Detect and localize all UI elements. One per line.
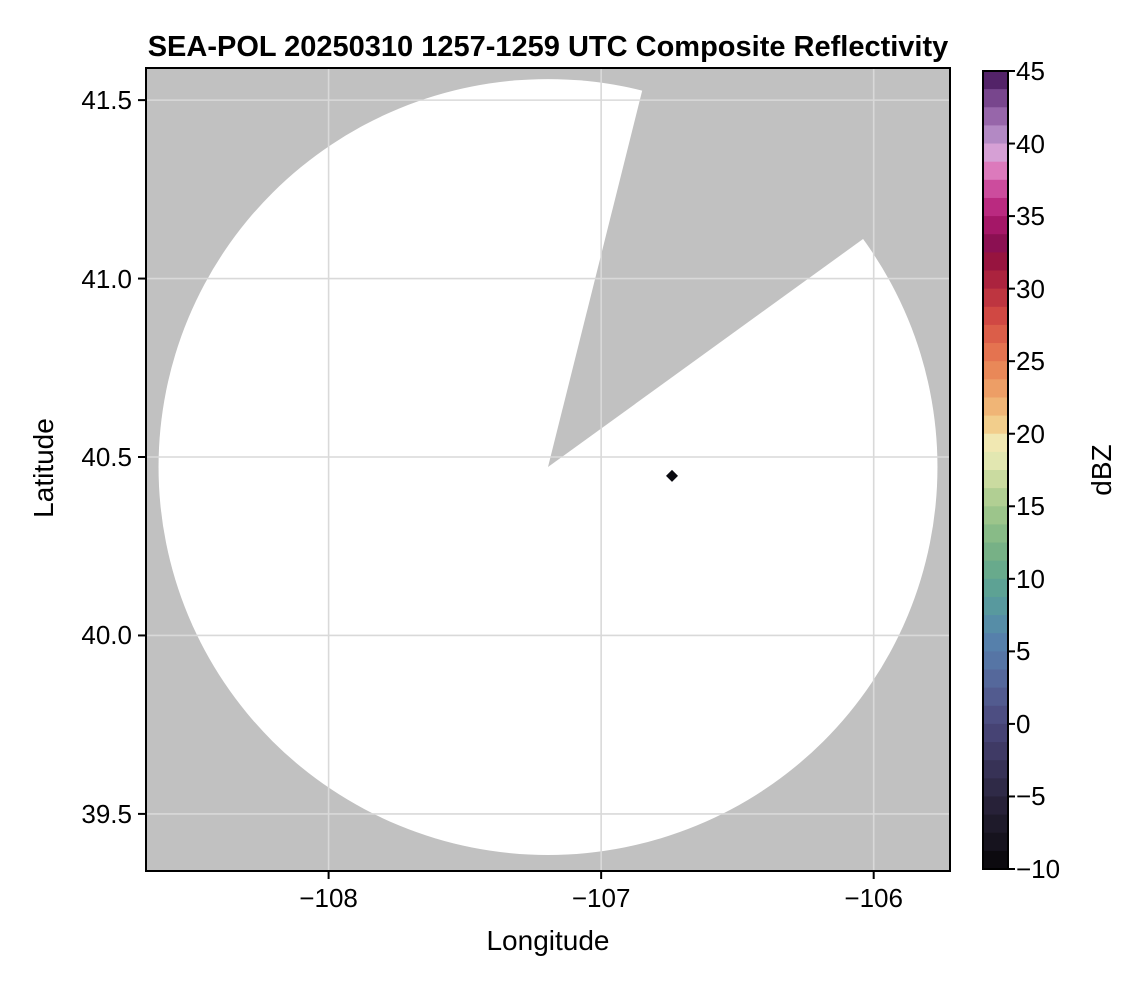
colorbar-tick-label: 30 <box>1016 273 1045 304</box>
colorbar <box>982 70 1015 870</box>
y-tick-label: 40.0 <box>81 620 132 651</box>
colorbar-tick-label: 40 <box>1016 128 1045 159</box>
colorbar-tick-label: 5 <box>1016 636 1031 667</box>
chart-title: SEA-POL 20250310 1257-1259 UTC Composite… <box>147 31 949 63</box>
axes-frame <box>145 67 951 872</box>
axis-ticks <box>138 99 875 879</box>
x-tick-label: −108 <box>299 883 358 913</box>
colorbar-tick-label: −5 <box>1016 781 1046 812</box>
echo-marker <box>666 469 679 482</box>
colorbar-tick-label: 10 <box>1016 563 1045 594</box>
plot-area <box>146 68 950 871</box>
y-tick-label: 39.5 <box>81 798 132 829</box>
colorbar-frame <box>982 70 1009 870</box>
y-tick-label: 41.5 <box>81 85 132 116</box>
colorbar-tick-label: 35 <box>1016 201 1045 232</box>
colorbar-tick-label: 45 <box>1016 56 1045 86</box>
colorbar-tick-label: −10 <box>1016 854 1061 884</box>
y-axis-label: Latitude <box>28 418 59 518</box>
x-tick-label: −107 <box>571 883 631 913</box>
colorbar-label: dBZ <box>1086 444 1117 496</box>
x-tick-label: −106 <box>844 883 903 913</box>
gridlines <box>146 68 950 871</box>
x-axis-label: Longitude <box>486 925 610 956</box>
colorbar-tick-label: 20 <box>1016 418 1045 449</box>
y-tick-label: 41.0 <box>81 263 132 294</box>
colorbar-ticks <box>1008 70 1015 870</box>
colorbar-tick-label: 15 <box>1016 491 1045 522</box>
colorbar-tick-label: 25 <box>1016 346 1045 377</box>
y-tick-label: 40.5 <box>81 442 132 472</box>
no-data-wedge <box>548 68 950 468</box>
colorbar-tick-label: 0 <box>1016 708 1031 739</box>
